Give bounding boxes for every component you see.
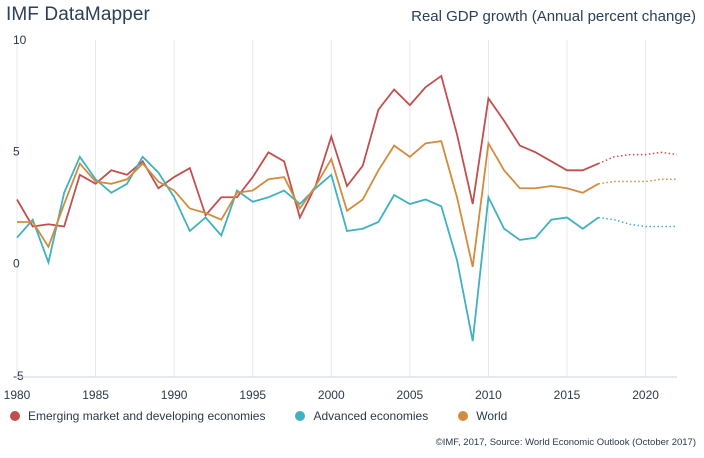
x-tick-label: 2005 — [397, 388, 424, 400]
legend-item-world[interactable]: World — [458, 409, 507, 423]
x-tick-label: 1995 — [239, 388, 266, 400]
series-line-1 — [16, 154, 599, 342]
legend-dot-emerging — [10, 411, 20, 421]
series-projection-2 — [598, 178, 677, 185]
legend-label-advanced: Advanced economies — [313, 409, 429, 423]
app-title: IMF DataMapper — [6, 4, 150, 25]
x-tick-label: 1980 — [4, 388, 31, 400]
legend-dot-advanced — [295, 411, 306, 421]
legend-item-advanced[interactable]: Advanced economies — [295, 409, 428, 423]
x-tick-label: 2020 — [632, 388, 659, 400]
y-tick-label: -5 — [13, 369, 24, 383]
legend-dot-world — [458, 411, 469, 421]
x-tick-label: 2010 — [475, 388, 502, 400]
y-tick-label: 5 — [13, 144, 20, 158]
x-tick-label: 1990 — [161, 388, 188, 400]
legend-item-emerging[interactable]: Emerging market and developing economies — [10, 409, 265, 423]
series-projection-1 — [598, 216, 677, 228]
series-line-0 — [16, 74, 599, 228]
y-tick-label: 10 — [13, 33, 27, 47]
legend: Emerging market and developing economies… — [10, 409, 537, 423]
x-tick-label: 2015 — [554, 388, 581, 400]
legend-label-world: World — [476, 409, 508, 423]
x-tick-label: 1985 — [82, 388, 109, 400]
y-tick-label: 0 — [13, 257, 20, 271]
chart-title: Real GDP growth (Annual percent change) — [411, 8, 696, 25]
series-projection-0 — [598, 151, 678, 165]
line-chart: 1980 1985 1990 1995 2000 2005 2010 2015 2020 10 5 0… — [4, 33, 678, 400]
legend-label-emerging: Emerging market and developing economies — [28, 409, 266, 423]
series-line-2 — [17, 140, 599, 268]
x-tick-label: 2000 — [318, 388, 345, 400]
source-credit: ©IMF, 2017, Source: World Economic Outlo… — [435, 437, 696, 448]
